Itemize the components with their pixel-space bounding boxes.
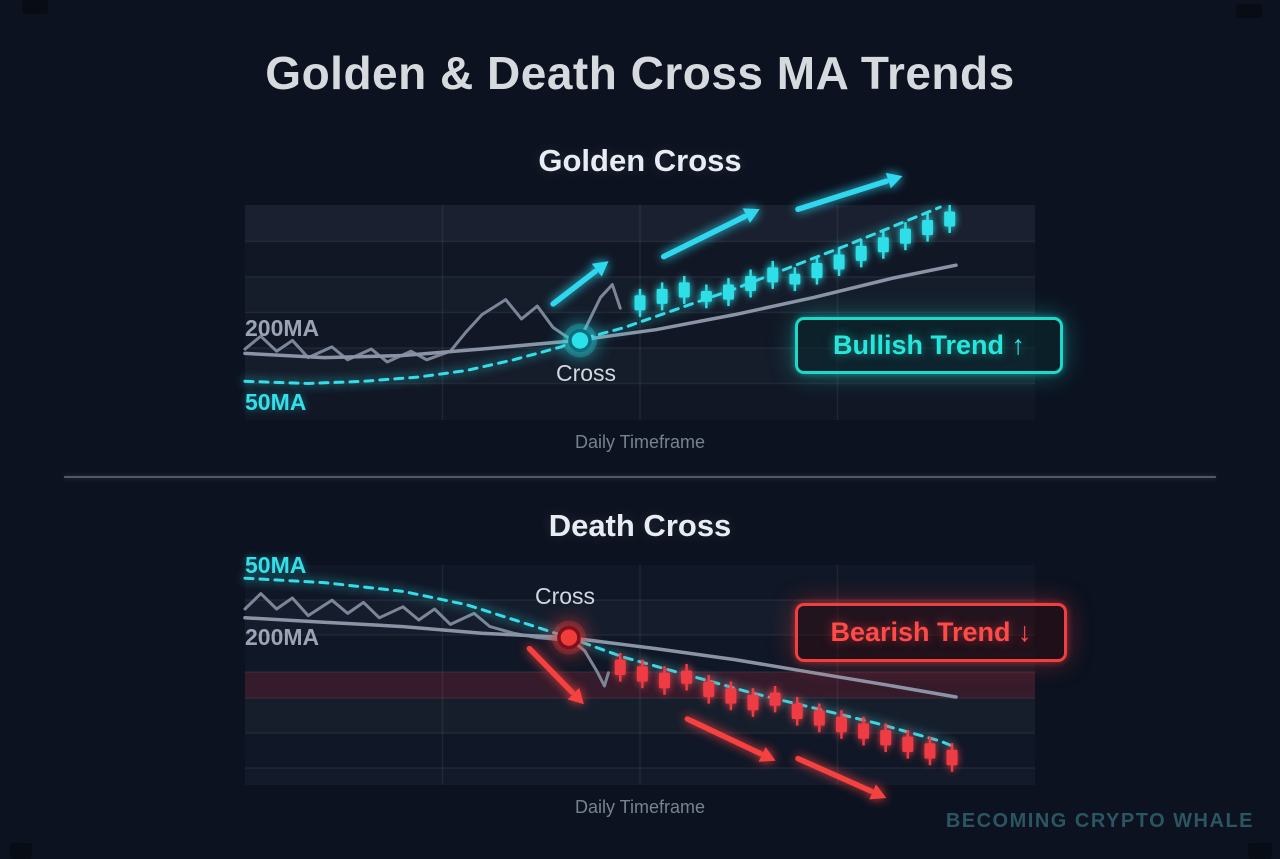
- death-ma50-label: 50MA: [245, 552, 307, 578]
- golden-cross-point-label: Cross: [556, 360, 617, 386]
- death-ma200-label: 200MA: [245, 624, 320, 650]
- golden-cross-chart: [243, 172, 1035, 420]
- bearish-trend-badge: Bearish Trend ↓: [795, 603, 1067, 662]
- bullish-trend-label: Bullish Trend ↑: [832, 330, 1026, 360]
- death-timeframe-label: Daily Timeframe: [574, 797, 706, 817]
- death-cross-point-label: Cross: [535, 583, 596, 609]
- corner-artifact: [10, 843, 32, 859]
- watermark: BECOMING CRYPTO WHALE: [945, 810, 1254, 832]
- corner-artifact: [22, 0, 48, 14]
- section-divider: [64, 476, 1216, 478]
- golden-ma50-label: 50MA: [245, 389, 307, 415]
- golden-timeframe-label: Daily Timeframe: [574, 432, 706, 452]
- golden-ma200-label: 200MA: [245, 315, 320, 341]
- death-cross-heading: Death Cross: [548, 508, 732, 543]
- page-title: Golden & Death Cross MA Trends: [265, 47, 1015, 99]
- golden-cross-heading: Golden Cross: [538, 143, 742, 178]
- corner-artifact: [1248, 843, 1272, 859]
- bearish-trend-label: Bearish Trend ↓: [830, 617, 1032, 647]
- corner-artifact: [1236, 4, 1262, 18]
- death-cross-chart: [243, 565, 1035, 800]
- bullish-trend-badge: Bullish Trend ↑: [795, 317, 1063, 374]
